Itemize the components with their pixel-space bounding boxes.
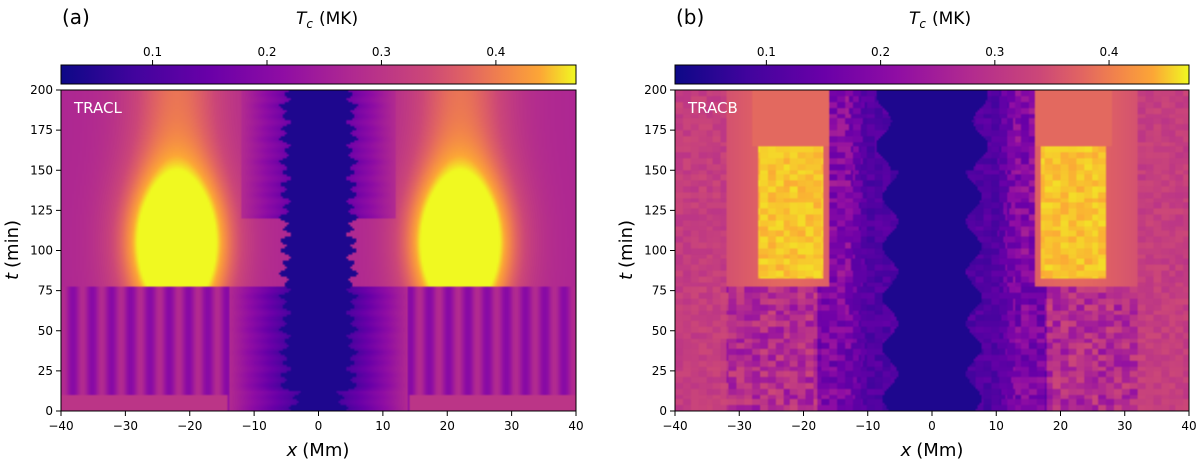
x-tick-label: −40 — [662, 419, 687, 433]
y-tick-label: 100 — [644, 244, 667, 258]
colorbar-tick-label: 0.4 — [1099, 45, 1118, 59]
y-tick-label: 0 — [659, 404, 667, 418]
heatmap-image-a — [61, 90, 576, 411]
panel-b: (b) Tc (MK) 0.1 0.2 0.3 0.4 TRACB −40 −30 −20−… — [616, 5, 1197, 461]
colorbar-tick-label: 0.3 — [372, 45, 391, 59]
colorbar-tick-label: 0.1 — [757, 45, 776, 59]
colorbar-a — [60, 64, 577, 85]
x-axis-a: −40 −30 −20 −10 0 10 20 30 40 — [48, 411, 584, 433]
y-axis-a: 0 25 50 75 100 125 150 175 200 — [30, 83, 61, 418]
heatmap-b: TRACB — [674, 89, 1190, 412]
panel-label-b: (b) — [676, 5, 704, 29]
y-tick-label: 175 — [30, 123, 53, 137]
y-tick-label: 200 — [30, 83, 53, 97]
x-tick-label: −10 — [241, 419, 266, 433]
y-tick-label: 25 — [652, 364, 667, 378]
y-tick-label: 175 — [644, 123, 667, 137]
x-tick-label: −20 — [791, 419, 816, 433]
ylabel-b: t(min) — [616, 220, 637, 280]
y-tick-label: 150 — [30, 163, 53, 177]
colorbar-label-a: Tc (MK) — [296, 9, 358, 31]
x-tick-label: 40 — [1181, 419, 1196, 433]
y-tick-label: 25 — [38, 364, 53, 378]
x-tick-label: 20 — [440, 419, 455, 433]
heatmap-image-b — [675, 90, 1189, 411]
x-tick-label: −30 — [113, 419, 138, 433]
x-tick-label: −30 — [727, 419, 752, 433]
xlabel-a: x (Mm) — [286, 440, 350, 461]
panel-a: (a) Tc (MK) 0.1 0.2 0.3 0.4 TRACL −40 −30 −20−… — [2, 5, 584, 461]
colorbar-tick-label: 0.3 — [985, 45, 1004, 59]
annotation-b: TRACB — [687, 99, 738, 117]
x-tick-label: 30 — [504, 419, 519, 433]
heatmap-a: TRACL — [60, 89, 577, 412]
annotation-a: TRACL — [73, 99, 122, 117]
colorbar-b — [674, 64, 1190, 85]
x-tick-label: −10 — [855, 419, 880, 433]
y-tick-label: 125 — [644, 203, 667, 217]
x-tick-label: −40 — [48, 419, 73, 433]
y-tick-label: 50 — [652, 324, 667, 338]
colorbar-tick-label: 0.2 — [871, 45, 890, 59]
colorbar-ticks-a: 0.1 0.2 0.3 0.4 — [143, 45, 505, 65]
ylabel-a: t(min) — [2, 220, 23, 280]
colorbar-ticks-b: 0.1 0.2 0.3 0.4 — [757, 45, 1119, 65]
x-axis-b: −40 −30 −20 −10 0 10 20 30 40 — [662, 411, 1197, 433]
y-tick-label: 50 — [38, 324, 53, 338]
xlabel-b: x (Mm) — [900, 440, 964, 461]
panel-label-a: (a) — [62, 5, 90, 29]
colorbar-label-b: Tc (MK) — [909, 9, 971, 31]
y-tick-label: 100 — [30, 244, 53, 258]
colorbar-tick-label: 0.1 — [143, 45, 162, 59]
x-tick-label: −20 — [177, 419, 202, 433]
colorbar-tick-label: 0.4 — [486, 45, 505, 59]
x-tick-label: 0 — [928, 419, 936, 433]
colorbar-tick-label: 0.2 — [257, 45, 276, 59]
y-tick-label: 200 — [644, 83, 667, 97]
y-tick-label: 125 — [30, 203, 53, 217]
y-tick-label: 0 — [45, 404, 53, 418]
x-tick-label: 10 — [989, 419, 1004, 433]
x-tick-label: 30 — [1117, 419, 1132, 433]
x-tick-label: 40 — [568, 419, 583, 433]
y-tick-label: 75 — [652, 284, 667, 298]
x-tick-label: 10 — [375, 419, 390, 433]
y-tick-label: 75 — [38, 284, 53, 298]
x-tick-label: 20 — [1053, 419, 1068, 433]
x-tick-label: 0 — [315, 419, 323, 433]
y-tick-label: 150 — [644, 163, 667, 177]
y-axis-b: 0 25 50 75 100 125 150 175 200 — [644, 83, 675, 418]
